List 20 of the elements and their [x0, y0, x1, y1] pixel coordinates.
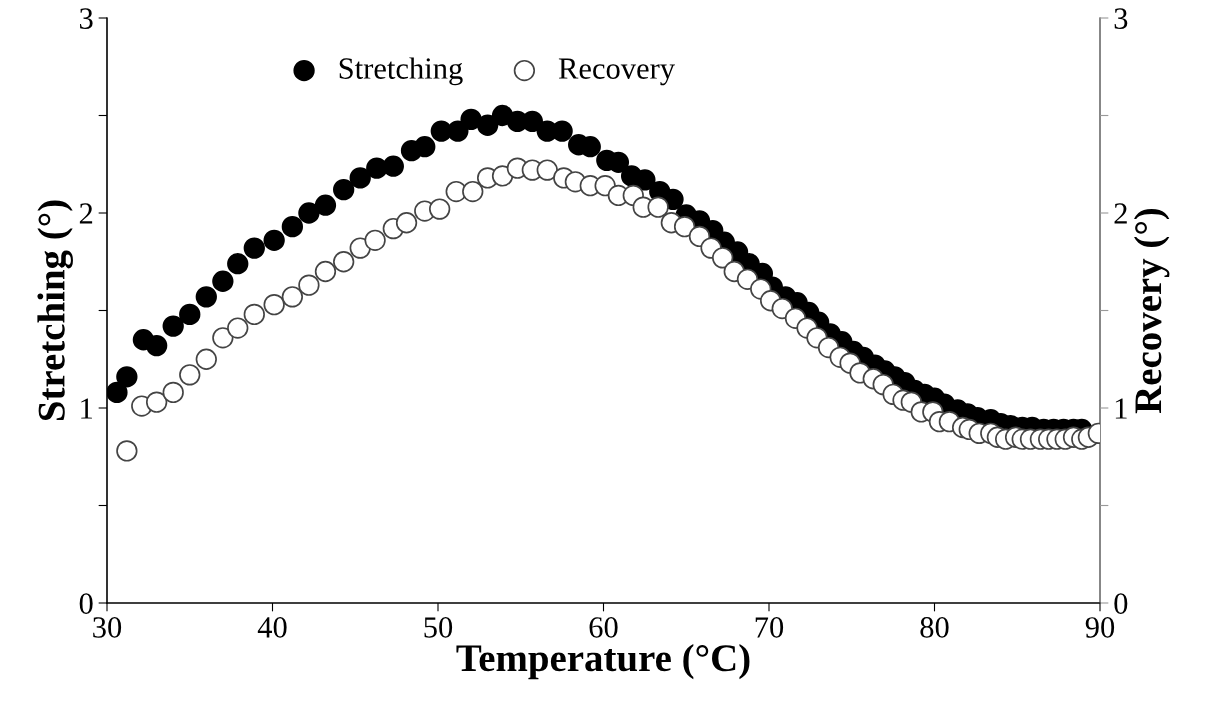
x-tick-label: 30: [93, 617, 122, 638]
y2-tick-label: 1: [1115, 398, 1127, 419]
x-tick-label: 90: [1085, 617, 1115, 638]
y2-tick-label: 3: [1114, 8, 1128, 29]
x-tick-label: 60: [589, 617, 618, 638]
y2-tick-label: 2: [1114, 203, 1127, 224]
y-axis-title: Stretching (°): [37, 200, 73, 421]
x-tick-label: 80: [920, 617, 949, 638]
x-axis-title: Temperature (°C): [456, 643, 750, 680]
y-tick-label: 0: [79, 593, 93, 614]
y-tick-label: 2: [79, 203, 93, 224]
legend-label: Recovery: [558, 58, 675, 86]
x-tick-label: 50: [424, 617, 453, 638]
x-tick-label: 70: [755, 617, 784, 638]
x-tick-label: 40: [257, 617, 287, 638]
y-tick-label: 3: [79, 8, 93, 29]
legend-label: Stretching: [339, 57, 463, 86]
y2-tick-label: 0: [1114, 593, 1128, 614]
y-tick-label: 1: [81, 398, 92, 419]
y2-axis-title: Recovery (°): [1134, 208, 1170, 414]
